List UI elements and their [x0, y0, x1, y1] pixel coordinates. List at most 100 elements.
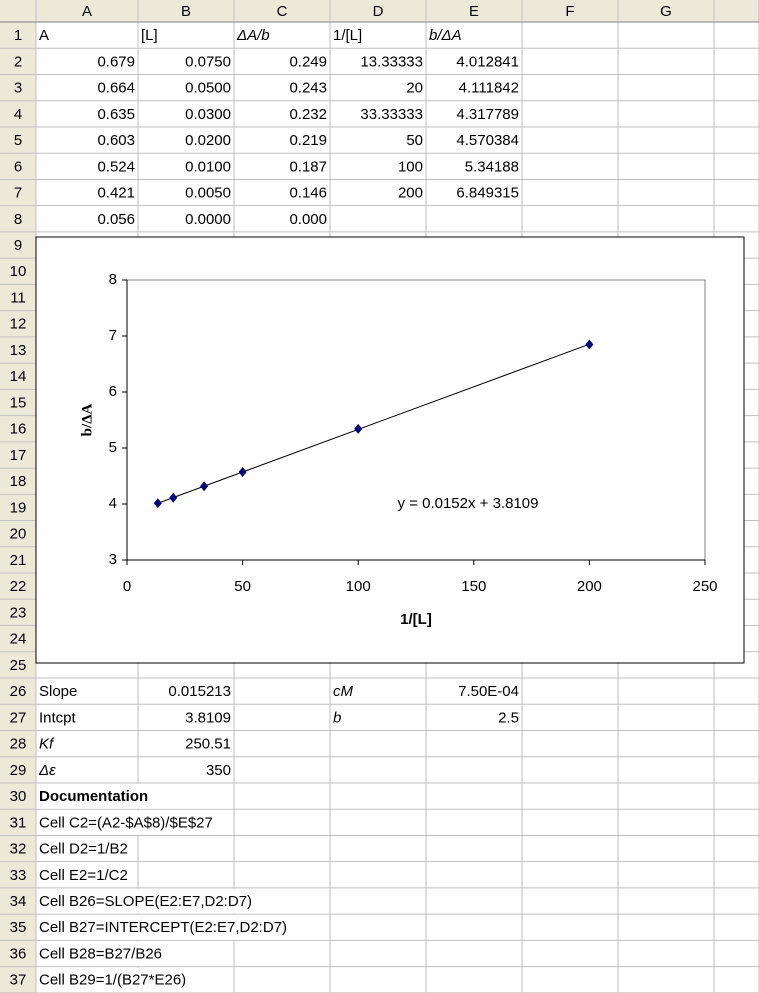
cell-text: 0.421	[97, 185, 135, 202]
cell-text: 250.51	[185, 736, 231, 753]
column-header: E	[469, 3, 479, 20]
cell-text: 0.664	[97, 80, 135, 97]
point	[153, 498, 162, 509]
chart: 3 4 5 6 7 8 0 50 100 150 200 250 1/[L] b/ΔA y = 0.0152…	[35, 236, 745, 664]
cell-text: 0.232	[289, 106, 327, 123]
row-number: 18	[10, 473, 27, 490]
cell-text: Slope	[39, 683, 77, 700]
cell-text: Documentation	[39, 788, 148, 805]
cell-text: Intcpt	[39, 709, 77, 726]
column-header-bar	[0, 0, 759, 22]
cell-text: 7.50E-04	[458, 683, 519, 700]
x-tick-label: 200	[577, 578, 602, 595]
cell-text: 4.317789	[456, 106, 519, 123]
row-number: 16	[10, 421, 27, 438]
cell-text: 0.243	[289, 80, 327, 97]
cell-text: Cell B26=SLOPE(E2:E7,D2:D7)	[39, 893, 252, 910]
overflow-bg	[37, 888, 329, 914]
row-number: 4	[14, 106, 22, 123]
row-number: 30	[10, 788, 27, 805]
row-number: 27	[10, 709, 27, 726]
row-number: 13	[10, 342, 27, 359]
trendline-equation: y = 0.0152x + 3.8109	[398, 495, 539, 512]
cell-text: 0.219	[289, 132, 327, 149]
cell-text: 0.146	[289, 185, 327, 202]
y-tick-label: 8	[109, 271, 117, 288]
x-tick-label: 100	[346, 578, 371, 595]
point	[200, 481, 209, 492]
overflow-bg	[37, 915, 329, 940]
row-number: 8	[14, 211, 22, 228]
cell-text: Cell E2=1/C2	[39, 867, 128, 884]
cell-text: 33.33333	[360, 106, 423, 123]
cell-text: 0.635	[97, 106, 135, 123]
row-number: 1	[14, 27, 22, 44]
cell-text: 0.0100	[185, 158, 231, 175]
cell-text: A	[39, 27, 49, 44]
cell-text: 0.056	[97, 211, 135, 228]
row-number: 23	[10, 604, 27, 621]
x-tick-label: 250	[692, 578, 717, 595]
cell-text: 0.015213	[168, 683, 231, 700]
row-number: 28	[10, 736, 27, 753]
cell-text: 200	[398, 185, 423, 202]
x-tick-label: 150	[461, 578, 486, 595]
cell-text: 2.5	[498, 709, 519, 726]
row-number: 6	[14, 158, 22, 175]
cell-text: Cell B28=B27/B26	[39, 945, 162, 962]
row-number: 33	[10, 867, 27, 884]
x-tick-label: 50	[234, 578, 251, 595]
cell-text: 0.0750	[185, 53, 231, 70]
row-number: 2	[14, 53, 22, 70]
cell-text: 4.111842	[459, 80, 519, 97]
row-number: 19	[10, 499, 27, 516]
cell-text: 0.0000	[185, 211, 231, 228]
overflow-bg	[37, 783, 233, 809]
overflow-bg	[37, 967, 233, 993]
row-number: 17	[10, 447, 27, 464]
row-number: 34	[10, 893, 27, 910]
column-header: B	[181, 3, 191, 20]
overflow-bg	[37, 941, 233, 967]
row-number: 26	[10, 683, 27, 700]
cell-text: 13.33333	[360, 53, 423, 70]
y-tick-label: 7	[109, 327, 117, 344]
cell-text: 0.0200	[185, 132, 231, 149]
chart-area	[35, 236, 745, 664]
y-tick-label: 3	[109, 551, 117, 568]
cell-text: 4.012841	[456, 53, 519, 70]
row-number: 29	[10, 762, 27, 779]
y-tick-label: 5	[109, 439, 117, 456]
cell-text: cM	[333, 683, 354, 700]
row-number: 11	[10, 289, 26, 306]
cell-text: b/ΔA	[429, 27, 462, 44]
column-header: G	[660, 3, 672, 20]
cell-text: [L]	[141, 27, 158, 44]
column-header: A	[82, 3, 92, 20]
row-number: 20	[10, 526, 27, 543]
row-number: 9	[14, 237, 22, 254]
cell-text: 0.0500	[185, 80, 231, 97]
cell-text: ΔA/b	[236, 27, 270, 44]
cell-text: 0.603	[97, 132, 135, 149]
cell-text: 0.000	[289, 211, 327, 228]
y-tick-label: 6	[109, 383, 117, 400]
row-number: 24	[10, 631, 27, 648]
cell-text: 50	[406, 132, 423, 149]
point	[169, 492, 178, 503]
cells: A [L] ΔA/b 1/[L] b/ΔA 0.679 0.0750 0.249 13.3333…	[37, 27, 519, 993]
y-tick-label: 4	[109, 495, 117, 512]
cell-text: 0.187	[289, 158, 327, 175]
trendline	[157, 343, 590, 504]
row-number: 31	[10, 814, 27, 831]
cell-text: 350	[206, 762, 231, 779]
cell-text: Cell B27=INTERCEPT(E2:E7,D2:D7)	[39, 919, 287, 936]
point	[354, 423, 363, 434]
cell-text: Cell D2=1/B2	[39, 841, 128, 858]
column-header: F	[565, 3, 574, 20]
row-number: 36	[10, 945, 27, 962]
overflow-bg	[37, 810, 233, 835]
cell-text: 100	[398, 158, 423, 175]
cell-text: 4.570384	[456, 132, 519, 149]
